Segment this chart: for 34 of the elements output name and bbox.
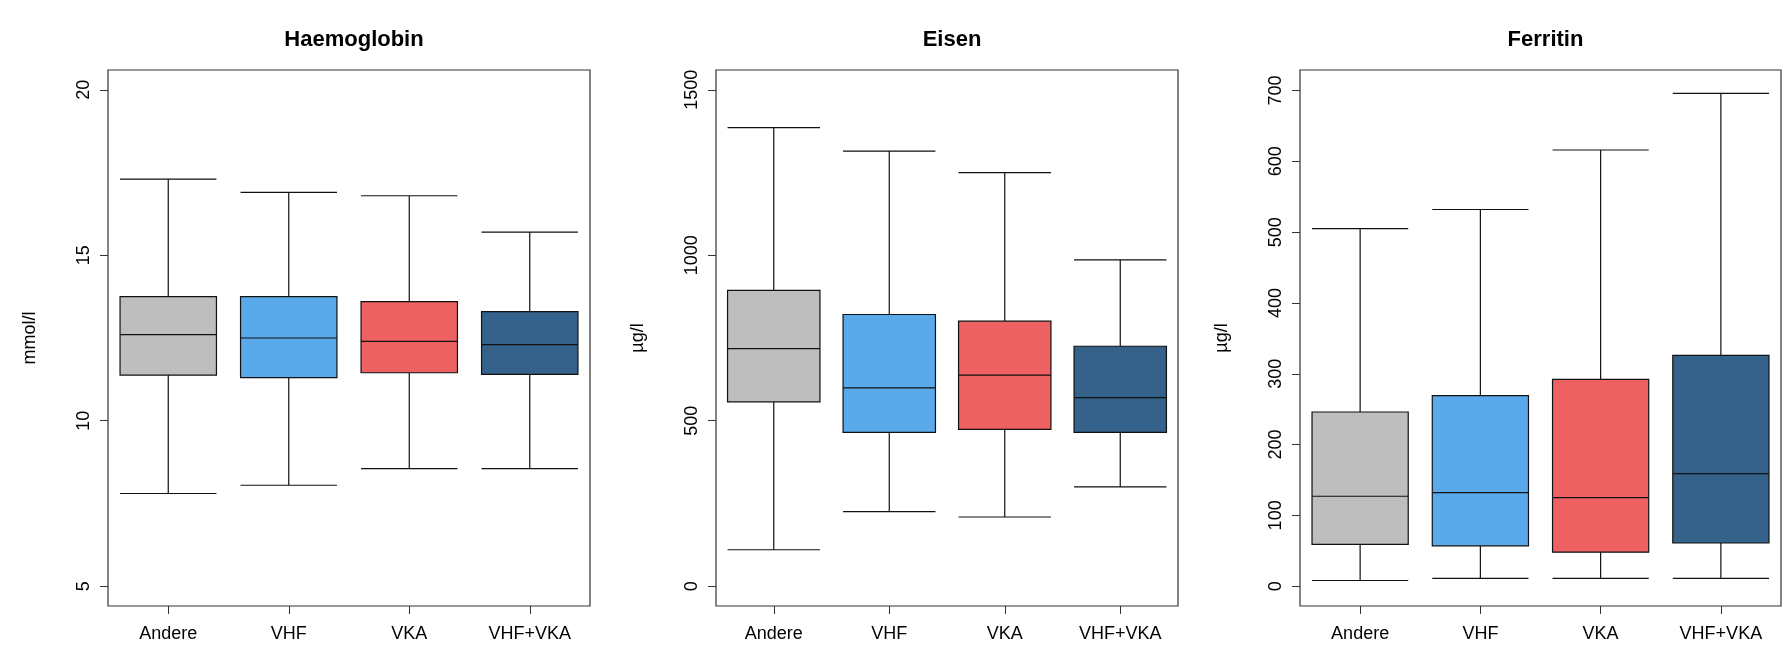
x-tick-label: VHF — [270, 623, 307, 643]
y-tick-label: 500 — [1265, 217, 1285, 248]
x-tick-label: VHF+VKA — [1679, 623, 1763, 643]
y-tick-label: 100 — [1265, 500, 1285, 531]
y-axis-title: mmol/l — [19, 311, 39, 365]
y-tick-label: 500 — [681, 405, 701, 436]
x-tick-label: VHF — [1462, 623, 1499, 643]
y-tick-label: 0 — [1265, 581, 1285, 592]
chart-title: Eisen — [922, 25, 982, 51]
y-tick-label: 700 — [1265, 75, 1285, 106]
y-tick-label: 0 — [681, 581, 701, 592]
y-tick-label: 10 — [73, 410, 93, 431]
y-tick-label: 5 — [73, 581, 93, 592]
y-tick-label: 15 — [73, 245, 93, 266]
y-tick-label: 1000 — [681, 235, 701, 276]
x-tick-label: VHF+VKA — [1078, 623, 1162, 643]
x-tick-label: VHF+VKA — [488, 623, 572, 643]
chart-title: Haemoglobin — [284, 25, 424, 51]
x-tick-label: Andere — [139, 623, 198, 643]
chart-title: Ferritin — [1507, 25, 1584, 51]
y-tick-label: 200 — [1265, 429, 1285, 460]
y-tick-label: 300 — [1265, 358, 1285, 389]
x-tick-label: VKA — [1582, 623, 1619, 643]
x-tick-label: VKA — [391, 623, 428, 643]
y-tick-label: 1500 — [681, 69, 701, 110]
y-axis-title: µg/l — [627, 323, 647, 353]
y-axis-title: µg/l — [1211, 323, 1231, 353]
x-tick-label: VHF — [871, 623, 908, 643]
y-tick-label: 20 — [73, 79, 93, 100]
y-tick-label: 600 — [1265, 146, 1285, 177]
y-tick-label: 400 — [1265, 287, 1285, 318]
x-tick-label: VKA — [986, 623, 1023, 643]
x-tick-label: Andere — [1331, 623, 1390, 643]
x-tick-label: Andere — [744, 623, 803, 643]
